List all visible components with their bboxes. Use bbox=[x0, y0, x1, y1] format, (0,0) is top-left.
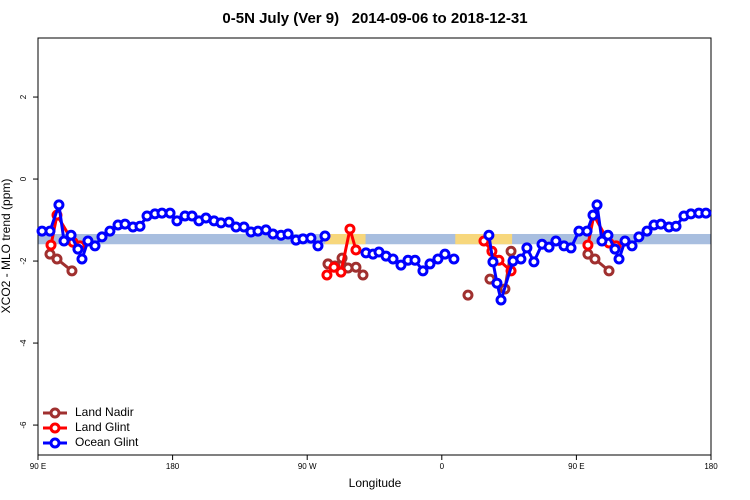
data-point bbox=[565, 242, 577, 254]
data-point bbox=[487, 256, 499, 268]
x-tick-label: 90 W bbox=[298, 462, 317, 471]
data-point bbox=[96, 231, 108, 243]
data-point bbox=[462, 289, 474, 301]
y-tick-label: 0 bbox=[19, 176, 28, 181]
y-tick-label: -4 bbox=[19, 339, 28, 347]
data-point bbox=[495, 294, 507, 306]
data-point bbox=[66, 265, 78, 277]
data-point bbox=[670, 220, 682, 232]
x-tick-label: 90 E bbox=[30, 462, 46, 471]
data-point bbox=[613, 253, 625, 265]
data-point bbox=[164, 207, 176, 219]
x-tick-label: 0 bbox=[440, 462, 445, 471]
x-axis-label: Longitude bbox=[349, 476, 402, 490]
data-point bbox=[321, 269, 333, 281]
data-point bbox=[626, 240, 638, 252]
data-point bbox=[439, 248, 451, 260]
data-point bbox=[335, 266, 347, 278]
data-point bbox=[543, 241, 555, 253]
data-point bbox=[515, 253, 527, 265]
data-point bbox=[344, 223, 356, 235]
x-tick-label: 180 bbox=[166, 462, 180, 471]
data-point bbox=[51, 253, 63, 265]
data-point bbox=[609, 243, 621, 255]
data-point bbox=[550, 235, 562, 247]
data-point bbox=[45, 239, 57, 251]
data-point bbox=[58, 235, 70, 247]
data-point bbox=[76, 253, 88, 265]
chart-title: 0-5N July (Ver 9) 2014-09-06 to 2018-12-… bbox=[222, 10, 527, 27]
y-tick-label: -2 bbox=[19, 257, 28, 265]
data-point bbox=[603, 265, 615, 277]
data-point bbox=[44, 225, 56, 237]
data-point bbox=[282, 228, 294, 240]
data-point bbox=[700, 207, 712, 219]
data-point bbox=[53, 199, 65, 211]
data-point bbox=[312, 240, 324, 252]
x-tick-label: 180 bbox=[704, 462, 718, 471]
data-point bbox=[582, 239, 594, 251]
data-point bbox=[104, 225, 116, 237]
data-point bbox=[186, 210, 198, 222]
data-point bbox=[641, 225, 653, 237]
y-axis-label: XCO2 - MLO trend (ppm) bbox=[0, 179, 13, 314]
y-tick-label: 2 bbox=[19, 94, 28, 99]
legend-marker bbox=[49, 437, 61, 449]
data-point bbox=[238, 221, 250, 233]
data-point bbox=[619, 235, 631, 247]
data-point bbox=[65, 229, 77, 241]
reference-band bbox=[38, 233, 711, 245]
data-point bbox=[521, 242, 533, 254]
data-point bbox=[387, 253, 399, 265]
data-point bbox=[589, 253, 601, 265]
reference-band bbox=[325, 233, 366, 245]
legend-label: Ocean Glint bbox=[75, 435, 139, 449]
data-point bbox=[602, 229, 614, 241]
data-point bbox=[432, 253, 444, 265]
data-point bbox=[587, 209, 599, 221]
data-point bbox=[505, 245, 517, 257]
data-point bbox=[491, 277, 503, 289]
data-point bbox=[424, 258, 436, 270]
legend-label: Land Glint bbox=[75, 420, 130, 434]
data-point bbox=[409, 254, 421, 266]
data-point bbox=[448, 253, 460, 265]
data-point bbox=[134, 220, 146, 232]
data-point bbox=[357, 269, 369, 281]
data-point bbox=[591, 199, 603, 211]
data-point bbox=[350, 261, 362, 273]
data-point bbox=[89, 240, 101, 252]
data-point bbox=[72, 243, 84, 255]
data-point bbox=[319, 230, 331, 242]
data-point bbox=[528, 256, 540, 268]
data-point bbox=[395, 259, 407, 271]
data-point bbox=[483, 229, 495, 241]
legend-marker bbox=[49, 422, 61, 434]
plot-frame bbox=[37, 37, 712, 456]
data-point bbox=[581, 225, 593, 237]
data-point bbox=[350, 244, 362, 256]
x-tick-label: 90 E bbox=[568, 462, 584, 471]
y-tick-label: -6 bbox=[19, 421, 28, 429]
data-point bbox=[82, 235, 94, 247]
legend-marker bbox=[49, 407, 61, 419]
data-point bbox=[417, 265, 429, 277]
data-point bbox=[305, 232, 317, 244]
data-point bbox=[223, 216, 235, 228]
data-point bbox=[171, 215, 183, 227]
data-point bbox=[633, 231, 645, 243]
legend-label: Land Nadir bbox=[75, 405, 134, 419]
data-point bbox=[328, 261, 340, 273]
